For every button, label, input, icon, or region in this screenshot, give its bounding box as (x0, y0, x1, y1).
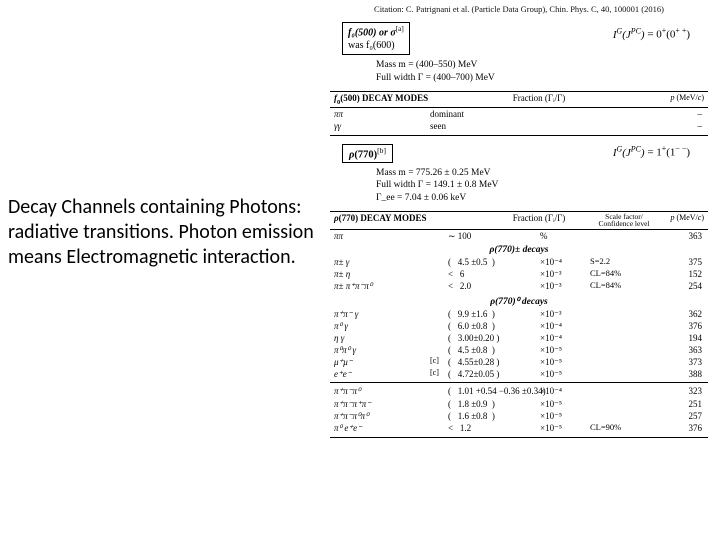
f0500-quantum-numbers: IG(JPC) = 0+(0+ +) (613, 26, 690, 41)
decay-row: γγ seen – (330, 120, 708, 132)
rho770-mass: Mass m = 775.26 ± 0.25 MeV (376, 167, 708, 180)
rho770-neutral-subhead: ρ(770)⁰ decays (330, 296, 708, 307)
f0500-decay-header: f0(500) DECAY MODES Fraction (Γᵢ/Γ) p (M… (330, 91, 708, 108)
decay-row: π⁰ e⁺e⁻< 1.2×10⁻⁵CL=90%376 (330, 422, 708, 434)
citation-line: Citation: C. Patrignani et al. (Particle… (330, 4, 708, 14)
rho770-charged-subhead: ρ(770)± decays (330, 245, 708, 255)
rho770-gamma-ee: Γ_ee = 7.04 ± 0.06 keV (376, 192, 708, 205)
decay-row: π± η< 6×10⁻³CL=84%152 (330, 268, 708, 280)
decay-row: ππ ∼ 100 % 363 (330, 230, 708, 242)
slide-annotation: Decay Channels containing Photons: radia… (8, 195, 323, 270)
rho770-quantum-numbers: IG(JPC) = 1+(1− −) (613, 144, 690, 159)
scale-factor-label: Scale factor/Confidence level (594, 213, 654, 228)
decay-row: π⁺π⁻π⁰( 1.01 +0.54 −0.36 ±0.34)×10⁻⁴323 (330, 385, 708, 397)
decay-row: μ⁺μ⁻[c]( 4.55±0.28 )×10⁻⁵373 (330, 356, 708, 368)
f0500-mass: Mass m = (400–550) MeV (376, 59, 708, 72)
f0500-name-box: f₀(500) or σ[a] was f₀(600) (342, 22, 410, 55)
decay-row: π⁰π⁰ γ( 4.5 ±0.8 )×10⁻⁵363 (330, 344, 708, 356)
decay-row: π⁰ γ( 6.0 ±0.8 )×10⁻⁴376 (330, 320, 708, 332)
rho770-width: Full width Γ = 149.1 ± 0.8 MeV (376, 179, 708, 192)
decay-row: π⁺π⁻π⁺π⁻( 1.8 ±0.9 )×10⁻⁵251 (330, 398, 708, 410)
decay-row: π⁺π⁻π⁰π⁰( 1.6 ±0.8 )×10⁻⁵257 (330, 410, 708, 422)
pdg-sheet: Citation: C. Patrignani et al. (Particle… (330, 4, 708, 441)
rho770-decay-header: ρ(770) DECAY MODES Fraction (Γᵢ/Γ) Scale… (330, 211, 708, 230)
rho770-name-box: ρ(770)[b] (342, 144, 393, 163)
decay-row: ππ dominant – (330, 108, 708, 120)
decay-row: π⁺π⁻ γ( 9.9 ±1.6 )×10⁻³362 (330, 308, 708, 320)
decay-row: η γ( 3.00±0.20 )×10⁻⁴194 (330, 332, 708, 344)
decay-row: e⁺e⁻[c]( 4.72±0.05 )×10⁻⁵388 (330, 368, 708, 380)
f0500-width: Full width Γ = (400–700) MeV (376, 72, 708, 85)
decay-row: π± π⁺π⁻π⁰< 2.0×10⁻³CL=84%254 (330, 280, 708, 292)
decay-row: π± γ( 4.5 ±0.5 )×10⁻⁴S=2.2375 (330, 256, 708, 268)
